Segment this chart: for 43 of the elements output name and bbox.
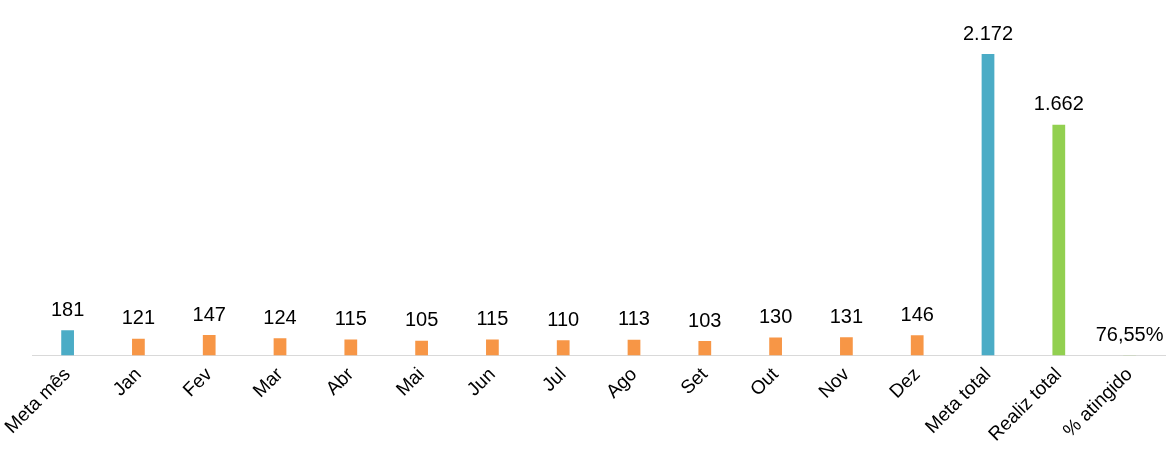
bar [61,330,74,356]
data-label: 131 [829,304,864,327]
data-label: 130 [758,304,793,327]
data-label: 105 [404,308,439,331]
data-label: 103 [688,308,722,331]
bar [981,54,995,356]
bar [415,340,428,356]
x-tick-label: Ago [601,363,641,402]
data-label: 76,55% [1095,322,1164,345]
data-label: 115 [476,306,509,329]
data-label: 113 [618,307,650,330]
data-label: 2.172 [962,21,1014,44]
bar [698,341,712,356]
x-tick-label: Set [676,362,712,399]
bar [202,335,216,356]
data-label: 146 [900,302,934,325]
bar [132,338,145,356]
x-tick-label: Jun [462,363,499,400]
bar [627,339,641,356]
x-tick-label: Jul [537,363,570,396]
bar [556,340,570,356]
x-tick-label: Dez [884,363,924,402]
x-tick-label: Jan [108,363,145,400]
bar [840,337,853,356]
x-tick-label: Fev [178,362,217,401]
x-tick-label: Out [745,362,783,400]
data-label: 147 [192,302,226,325]
data-label: 124 [263,305,297,328]
x-tick-label: Mar [248,362,287,402]
data-label: 1.662 [1033,92,1084,115]
data-label: 121 [121,306,156,329]
bar [486,339,499,356]
data-label: 110 [547,307,580,330]
x-tick-label: Mai [391,363,429,400]
bar [769,337,782,356]
bar [344,339,358,356]
bar [1052,124,1066,356]
bar [910,335,924,356]
x-tick-label: Abr [321,362,358,399]
x-tick-label: Nov [814,362,854,402]
data-label: 115 [334,306,367,329]
data-label: 181 [50,297,85,320]
bar [273,338,287,356]
